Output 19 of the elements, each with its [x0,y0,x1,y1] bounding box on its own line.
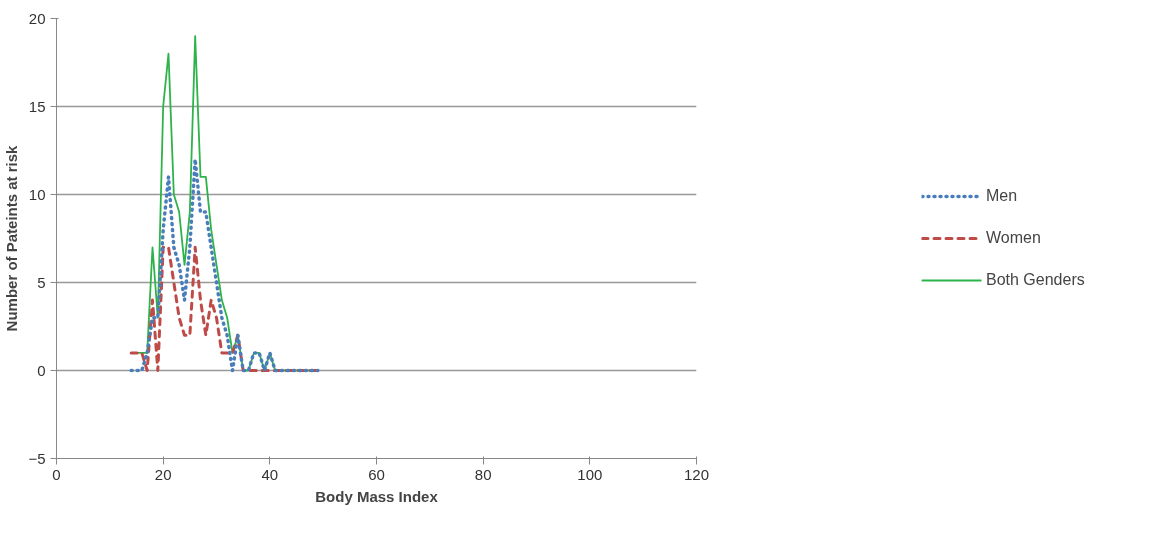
x-tick-label: 20 [154,465,172,483]
x-tick-label: 40 [261,465,279,483]
legend-label: Both Genders [986,271,1086,289]
x-tick-label: 100 [577,465,603,483]
y-axis-title: Number of Pateints at risk [3,144,21,332]
y-tick-label: 10 [28,185,46,203]
y-tick-label: 20 [28,9,46,27]
line-series [129,157,320,373]
y-tick-label: 5 [37,273,46,291]
y-tick-label: 0 [37,361,46,379]
y-tick-label: 15 [28,97,46,115]
x-axis-title: Body Mass Index [315,487,439,505]
x-tick-label: 0 [52,465,61,483]
x-tick-label: 120 [683,465,710,483]
legend-label: Men [986,187,1019,205]
x-tick-label: 80 [474,465,492,483]
y-tick-label: −5 [28,449,46,467]
legend-label: Women [986,229,1042,247]
x-tick-label: 60 [368,465,385,483]
